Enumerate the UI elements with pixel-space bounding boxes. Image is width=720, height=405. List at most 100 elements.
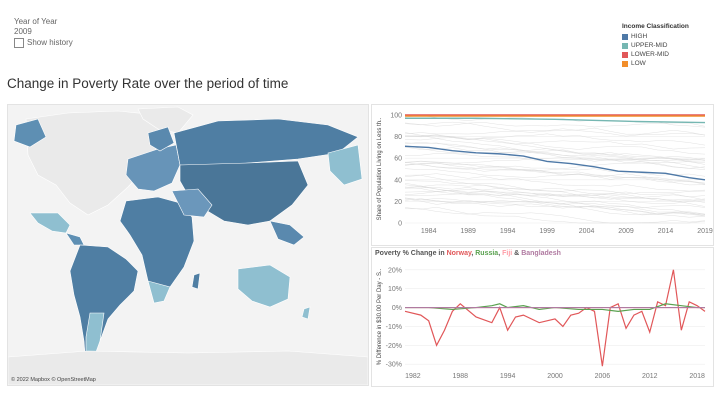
background-country-line bbox=[404, 122, 706, 128]
legend-item-high[interactable]: HIGH bbox=[622, 32, 689, 41]
background-country-line bbox=[404, 198, 706, 217]
map-region-south-america bbox=[69, 244, 139, 368]
background-country-line bbox=[404, 198, 706, 215]
x-tick-label: 1984 bbox=[421, 228, 437, 235]
page-title: Change in Poverty Rate over the period o… bbox=[7, 76, 289, 91]
map-region-south-africa bbox=[147, 280, 171, 304]
background-country-line bbox=[404, 180, 706, 204]
map-attribution[interactable]: © 2022 Mapbox © OpenStreetMap bbox=[11, 377, 96, 383]
x-tick-label: 1994 bbox=[500, 373, 516, 380]
y-tick-label: -10% bbox=[386, 324, 402, 331]
poverty-change-chart-title: Poverty % Change in Norway, Russia, Fiji… bbox=[375, 250, 561, 257]
map-region-scandinavia bbox=[147, 126, 175, 152]
legend-item-lower-mid[interactable]: LOWER-MID bbox=[622, 50, 689, 59]
map-region-middle-east bbox=[171, 188, 213, 218]
x-tick-label: 1988 bbox=[452, 373, 468, 380]
poverty-change-chart-svg: -30% -20% -10% 0% 10% 20% 1982 1988 1994 2000 2006… bbox=[377, 267, 706, 380]
background-country-line bbox=[404, 163, 706, 177]
map-region-madagascar bbox=[191, 272, 201, 290]
legend-item-low[interactable]: LOW bbox=[622, 59, 689, 68]
legend-label: UPPER-MID bbox=[631, 42, 668, 49]
legend-label: LOWER-MID bbox=[631, 51, 669, 58]
background-country-line bbox=[404, 163, 706, 186]
legend-item-upper-mid[interactable]: UPPER-MID bbox=[622, 41, 689, 50]
x-tick-label: 2009 bbox=[618, 228, 634, 235]
background-country-line bbox=[404, 121, 706, 137]
map-region-mexico bbox=[29, 212, 71, 234]
map-region-southeast-asia bbox=[269, 220, 305, 246]
world-map-canvas[interactable] bbox=[7, 105, 369, 386]
background-country-line bbox=[404, 188, 706, 203]
y-tick-label: 20 bbox=[394, 199, 402, 206]
x-tick-label: 2006 bbox=[595, 373, 611, 380]
x-tick-label: 2014 bbox=[658, 228, 674, 235]
year-filter: Year of Year 2009 Show history bbox=[14, 17, 73, 48]
legend-label: HIGH bbox=[631, 33, 648, 40]
year-filter-label: Year of Year bbox=[14, 17, 58, 26]
y-axis-label: Share of Population Living on Less th.. bbox=[377, 117, 383, 220]
y-tick-label: 100 bbox=[390, 113, 402, 120]
chart-title-part: Poverty % Change in bbox=[375, 250, 447, 257]
background-country-line bbox=[404, 175, 706, 195]
y-tick-label: 10% bbox=[388, 286, 402, 293]
background-country-line bbox=[404, 132, 706, 169]
map-region-canada-east bbox=[327, 144, 363, 186]
background-country-line bbox=[404, 162, 706, 184]
background-country-line bbox=[404, 146, 706, 161]
chart-title-part: Bangladesh bbox=[521, 250, 561, 257]
series-line-norway bbox=[404, 269, 706, 367]
map-region-north-america bbox=[25, 110, 179, 216]
background-country-line bbox=[404, 182, 706, 198]
background-country-line bbox=[404, 173, 706, 192]
y-tick-label: -30% bbox=[386, 362, 402, 369]
x-tick-label: 1989 bbox=[460, 228, 476, 235]
show-history-checkbox[interactable] bbox=[14, 38, 24, 48]
x-tick-label: 2018 bbox=[689, 373, 705, 380]
map-region-central-america bbox=[65, 232, 85, 246]
y-tick-label: 60 bbox=[394, 156, 402, 163]
x-tick-label: 1982 bbox=[405, 373, 421, 380]
y-tick-label: 0% bbox=[392, 305, 402, 312]
x-tick-label: 1999 bbox=[539, 228, 555, 235]
y-tick-label: 20% bbox=[388, 267, 402, 274]
background-country-line bbox=[404, 157, 706, 164]
background-country-line bbox=[404, 135, 706, 155]
world-map[interactable]: © 2022 Mapbox © OpenStreetMap bbox=[7, 104, 369, 386]
chart-title-part: Fiji bbox=[502, 250, 513, 257]
x-tick-label: 1994 bbox=[500, 228, 516, 235]
chart-title-part: Norway bbox=[446, 250, 472, 257]
map-region-australia bbox=[237, 264, 291, 308]
poverty-share-chart-svg: 0 20 40 60 80 100 1984 1989 1994 1999 2004 2009 2014… bbox=[377, 113, 713, 236]
y-tick-label: 40 bbox=[394, 177, 402, 184]
x-tick-label: 2019 bbox=[697, 228, 713, 235]
legend-swatch bbox=[622, 60, 628, 67]
x-tick-label: 2000 bbox=[547, 373, 563, 380]
chart-title-part: Russia bbox=[475, 250, 499, 257]
background-country-line bbox=[404, 133, 706, 146]
chart-title-part: & bbox=[512, 250, 522, 257]
chart-title-part: , bbox=[471, 250, 476, 257]
poverty-share-chart: 0 20 40 60 80 100 1984 1989 1994 1999 2004 2009 2014… bbox=[371, 104, 714, 246]
income-legend: Income Classification HIGH UPPER-MID LOWER… bbox=[622, 23, 689, 68]
chart-title-part: , bbox=[498, 250, 503, 257]
y-tick-label: 0 bbox=[398, 221, 402, 228]
x-tick-label: 2012 bbox=[642, 373, 658, 380]
background-country-line bbox=[404, 144, 706, 161]
legend-title: Income Classification bbox=[622, 23, 689, 30]
legend-label: LOW bbox=[631, 60, 646, 67]
background-country-line bbox=[404, 153, 706, 169]
year-filter-value[interactable]: 2009 bbox=[14, 27, 32, 36]
legend-swatch bbox=[622, 33, 628, 40]
show-history-label[interactable]: Show history bbox=[27, 38, 73, 47]
map-region-alaska bbox=[13, 118, 47, 148]
background-country-line bbox=[404, 142, 706, 165]
background-country-line bbox=[404, 161, 706, 184]
background-country-line bbox=[404, 186, 706, 209]
map-region-new-zealand bbox=[301, 306, 311, 320]
background-country-line bbox=[404, 168, 706, 185]
background-country-line bbox=[404, 208, 706, 224]
poverty-change-chart: Poverty % Change in Norway, Russia, Fiji… bbox=[371, 247, 714, 387]
background-country-line bbox=[404, 127, 706, 136]
legend-swatch bbox=[622, 51, 628, 58]
background-country-line bbox=[404, 141, 706, 163]
